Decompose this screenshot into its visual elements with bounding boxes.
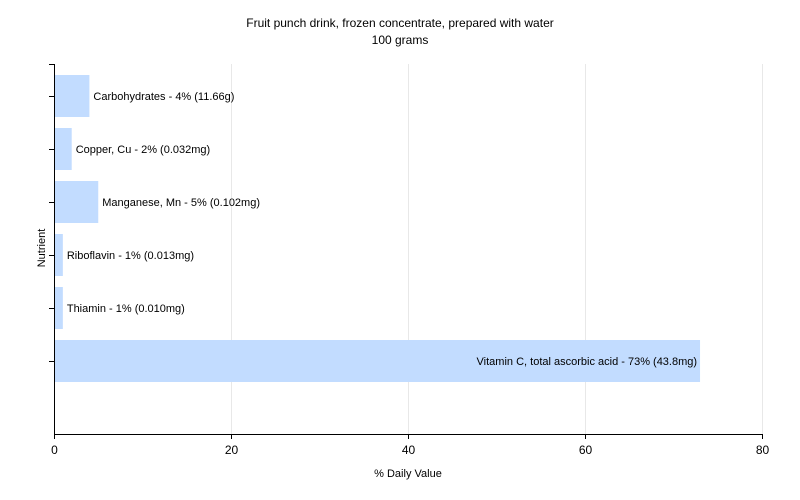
bar (55, 234, 63, 276)
bar (55, 181, 99, 223)
x-tick-label: 40 (402, 443, 416, 457)
x-tick-label: 20 (225, 443, 239, 457)
axes-group: 0 20 40 60 80 (49, 64, 769, 457)
bar-data-label: Vitamin C, total ascorbic acid - 73% (43… (477, 356, 698, 368)
chart-title: Fruit punch drink, frozen concentrate, p… (246, 16, 554, 30)
bar (55, 340, 701, 382)
bar (55, 287, 63, 329)
bars-group (55, 75, 701, 382)
x-tick-label: 0 (51, 443, 58, 457)
x-axis-label: % Daily Value (374, 468, 442, 480)
data-labels-group: Carbohydrates - 4% (11.66g) Copper, Cu - … (67, 91, 697, 368)
x-tick-label: 80 (756, 443, 770, 457)
bar-data-label: Thiamin - 1% (0.010mg) (67, 303, 185, 315)
bar-data-label: Carbohydrates - 4% (11.66g) (93, 91, 234, 103)
bar (55, 75, 90, 117)
bar (55, 128, 72, 170)
y-axis-label: Nutrient (36, 229, 48, 268)
x-tick-label: 60 (579, 443, 593, 457)
bar-data-label: Copper, Cu - 2% (0.032mg) (76, 144, 211, 156)
bar-data-label: Manganese, Mn - 5% (0.102mg) (102, 197, 260, 209)
bar-data-label: Riboflavin - 1% (0.013mg) (67, 250, 194, 262)
chart-subtitle: 100 grams (372, 33, 429, 47)
